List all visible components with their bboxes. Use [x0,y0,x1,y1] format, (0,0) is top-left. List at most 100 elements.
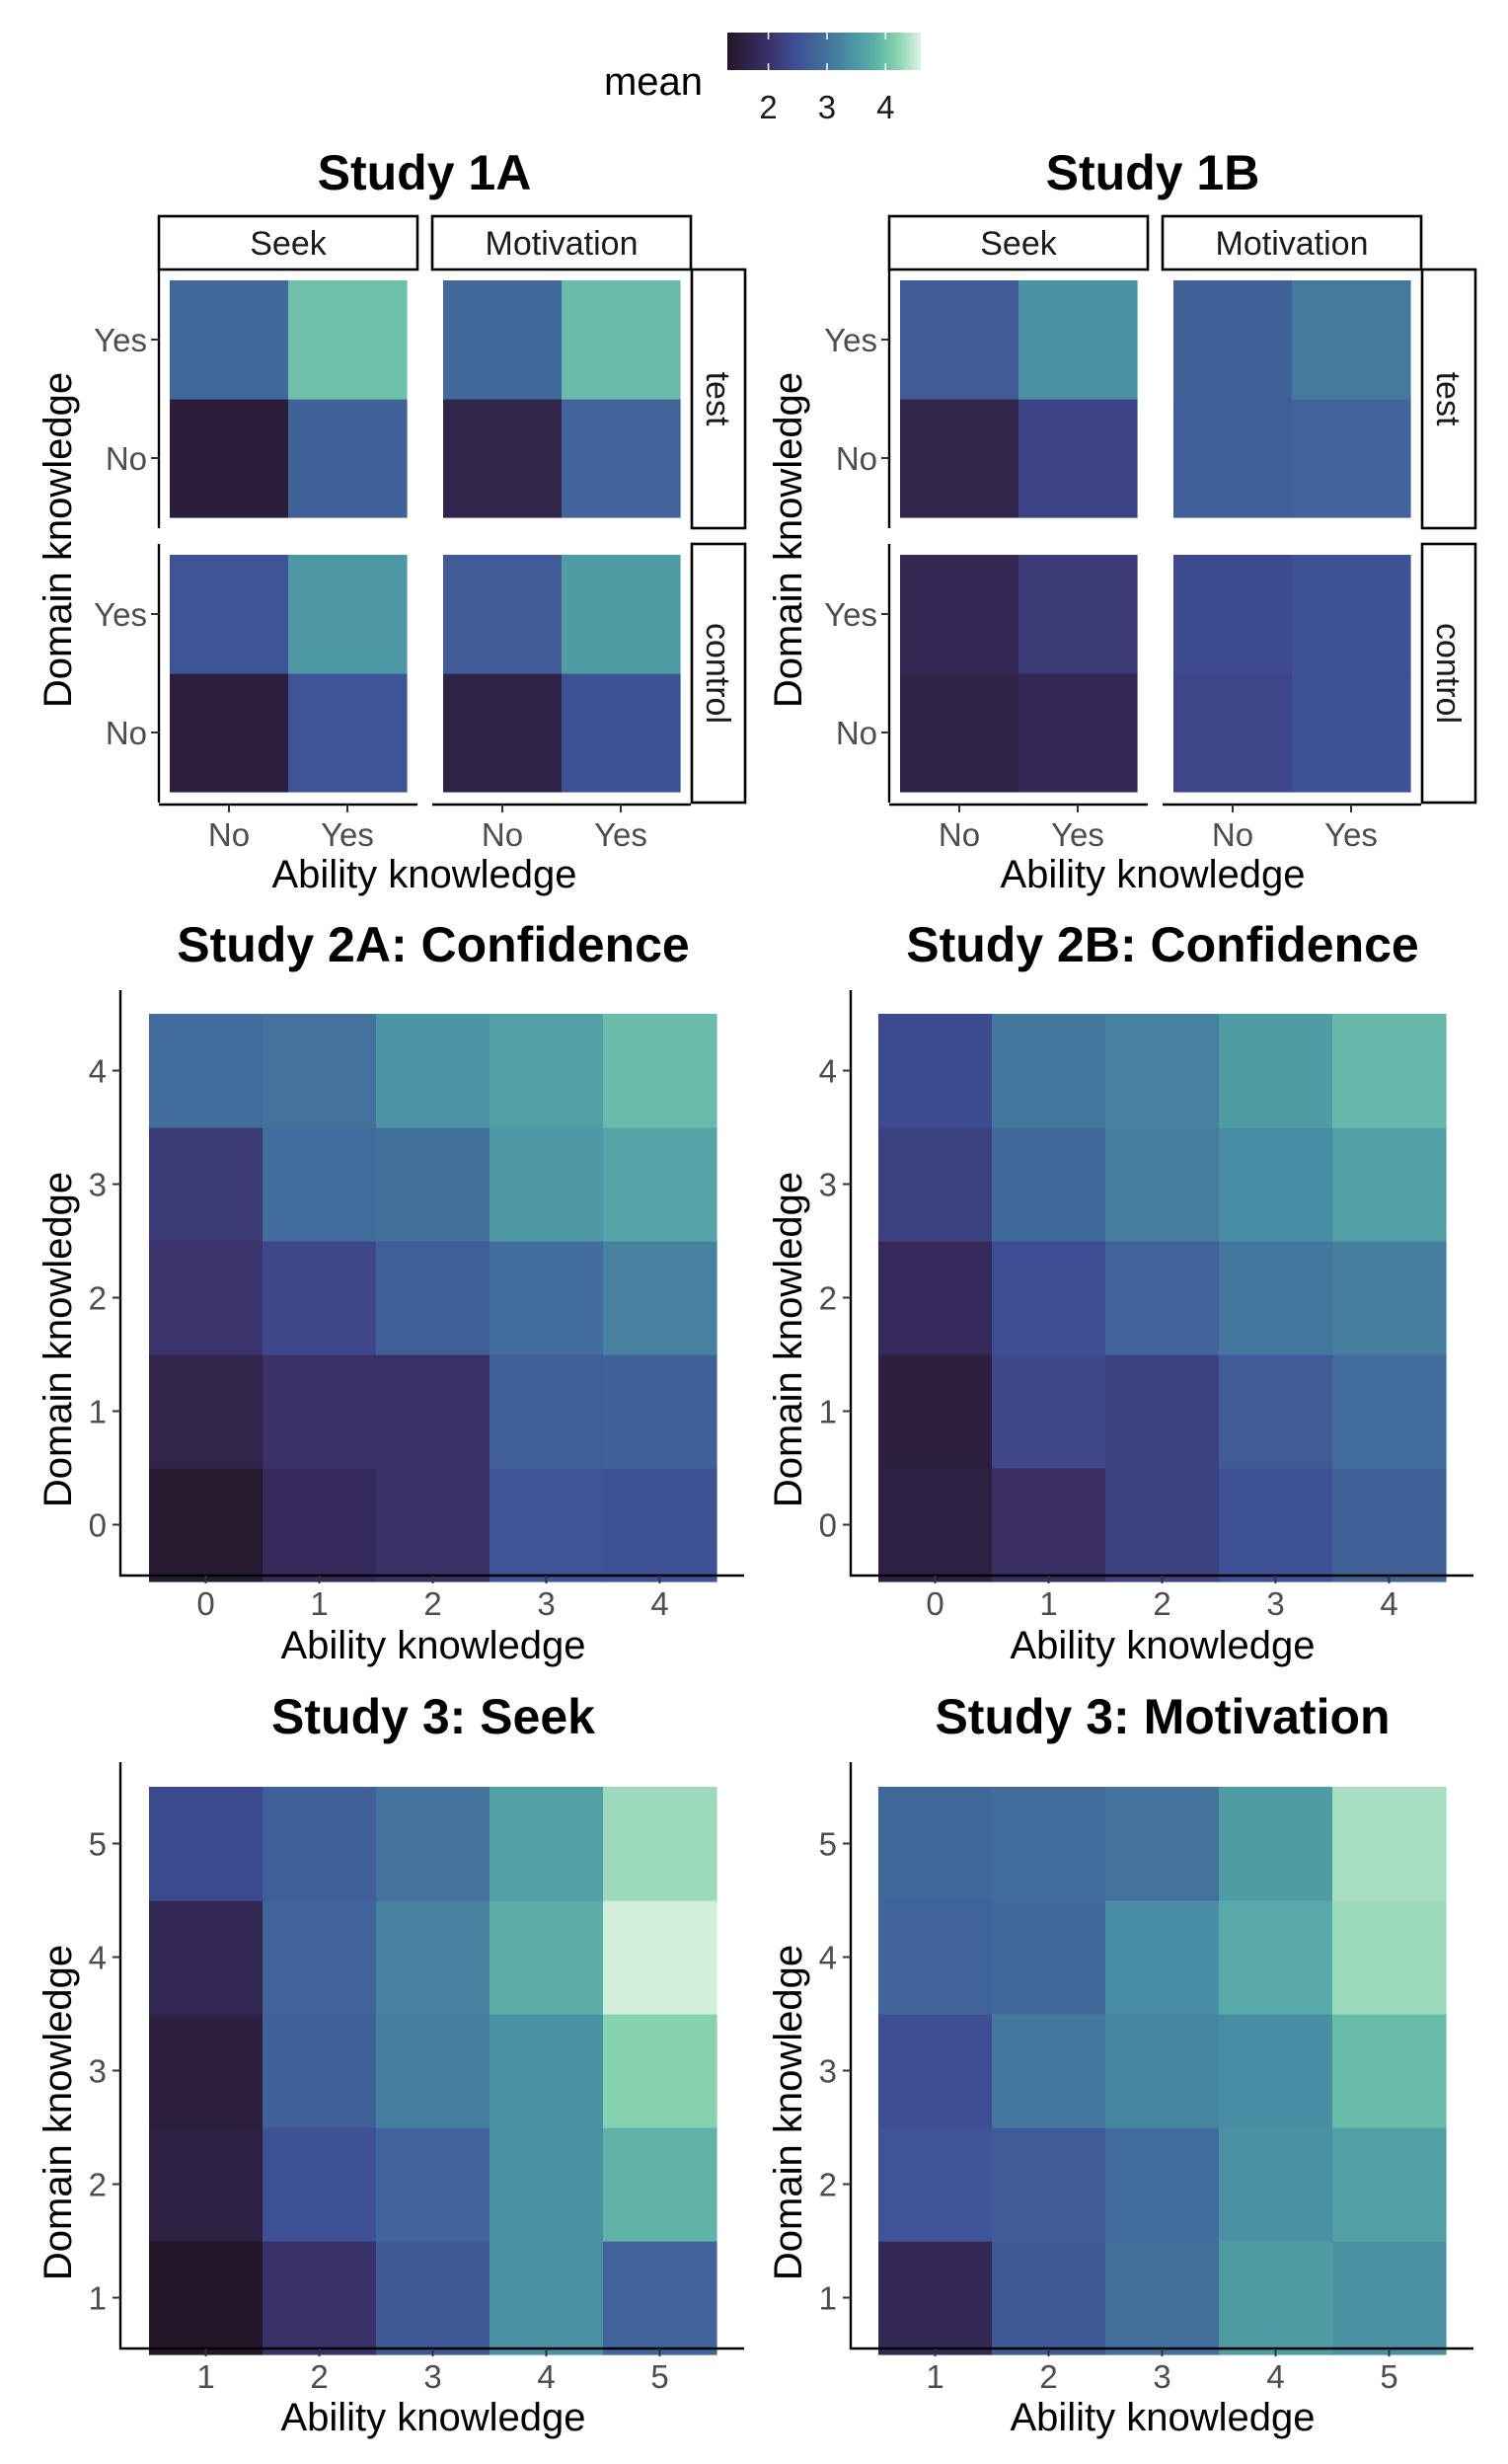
heatmap-cell [149,1241,264,1355]
heatmap-cell [603,1241,717,1355]
x-tick-label: 4 [650,1585,668,1622]
x-tick-label: 4 [1380,1585,1397,1622]
heatmap-cell [490,1241,604,1355]
legend-title: mean [604,60,703,104]
heatmap-cell [992,1787,1106,1901]
x-tick-label: 3 [423,2358,441,2395]
x-tick-label: 3 [1266,1585,1284,1622]
heatmap-cell [149,1354,264,1469]
heatmap-cell [263,1900,377,2015]
heatmap-cell [376,1354,490,1469]
y-axis-title: Domain knowledge [37,1945,80,2280]
panel-study-2a: Study 2A: Confidence Ability knowledge D… [37,917,744,1667]
heatmap-cell [170,673,289,793]
x-tick-label: Yes [594,816,647,853]
panel-study-3-motivation: Study 3: Motivation Ability knowledge Do… [767,1689,1473,2439]
heatmap-cell [490,1468,604,1582]
heatmap-cell [1219,1900,1333,2015]
heatmap-cell [263,1241,377,1355]
heatmap-cell [1105,2014,1220,2128]
x-tick-label: 5 [650,2358,668,2395]
heatmap-cell [1292,673,1411,793]
heatmap-cell [376,1127,490,1242]
heatmap-cell [878,1241,993,1355]
heatmap-cell [900,673,1019,793]
x-axis-title: Ability knowledge [280,1624,585,1667]
panel-title: Study 2A: Confidence [177,917,689,972]
legend-tick-label: 4 [876,89,894,125]
x-tick-label: 0 [926,1585,943,1622]
x-axis-title: Ability knowledge [271,853,576,896]
heatmap-cell [1332,1127,1447,1242]
x-tick-label: No [939,816,980,853]
heatmap-cell [263,1787,377,1901]
x-axis-title: Ability knowledge [280,2396,585,2439]
y-tick-label: Yes [94,322,147,358]
heatmap-cell [376,2127,490,2242]
heatmap-cell [490,1354,604,1469]
axis-lines [118,990,744,1578]
x-tick-label: 2 [423,1585,441,1622]
heatmap-cell [878,2014,993,2128]
facet-strip-seek [157,214,419,271]
heatmap-cell [1219,1241,1333,1355]
heatmap-cell [443,399,563,518]
y-tick-label: Yes [94,596,147,633]
facet-strip-test [690,268,747,530]
y-tick-label: 4 [89,1053,107,1090]
panel-title: Study 2B: Confidence [906,917,1418,972]
heatmap-cell [288,673,408,793]
heatmap-cell [1173,399,1293,518]
x-tick-label: 2 [310,2358,328,2395]
heatmap-cell [490,1014,604,1128]
x-tick-label: 1 [310,1585,328,1622]
heatmap-cell [490,1787,604,1901]
facet-strip-label: test [699,372,736,426]
y-tick-label: 4 [819,1940,837,1976]
x-tick-label: 0 [196,1585,214,1622]
legend-tick-label: 3 [818,89,836,125]
facet-strip-label: Seek [250,225,327,263]
heatmap-cell [1105,1127,1220,1242]
heatmap-cell [490,1127,604,1242]
heatmap-cell [170,280,289,400]
facet-strip-test [1420,268,1477,530]
heatmap-cell [149,2241,264,2355]
facet-strip-label: test [1429,372,1467,426]
heatmap-cell [992,1127,1106,1242]
heatmap-cell [992,1900,1106,2015]
y-tick-label: 5 [89,1826,107,1863]
legend-tick-label: 2 [759,89,777,125]
heatmap-cell [443,555,563,674]
y-tick-label: No [836,715,877,751]
heatmap-cell [992,2014,1106,2128]
heatmap-cell [1219,2127,1333,2242]
x-axis-title: Ability knowledge [1010,2396,1315,2439]
heatmap-cell [878,1014,993,1128]
panel-title: Study 1B [1046,145,1260,200]
heatmap-cell [149,1014,264,1128]
y-tick-label: 1 [819,1394,837,1430]
facet-strip-label: control [1429,623,1467,724]
heatmap-cell [1332,2127,1447,2242]
heatmap-cell [1105,2127,1220,2242]
facet-strip-label: Motivation [486,225,639,263]
panel-title: Study 3: Motivation [935,1689,1390,1744]
heatmap-cell [490,1900,604,2015]
heatmap-cell [878,2241,993,2355]
y-tick-label: No [106,440,147,477]
heatmap-cell [1292,280,1411,400]
x-tick-label: 2 [1039,2358,1057,2395]
heatmap-cell [603,2241,717,2355]
heatmap-cell [376,1468,490,1582]
x-tick-label: Yes [1324,816,1378,853]
color-legend: mean 2 3 4 [604,33,921,125]
heatmap-cell [1292,555,1411,674]
x-axis-title: Ability knowledge [1000,853,1305,896]
y-tick-label: 0 [89,1507,107,1544]
heatmap-cell [1219,1354,1333,1469]
x-tick-label: Yes [1051,816,1104,853]
heatmap-cell [490,2014,604,2128]
heatmap-cell [1219,1014,1333,1128]
x-axis-title: Ability knowledge [1010,1624,1315,1667]
